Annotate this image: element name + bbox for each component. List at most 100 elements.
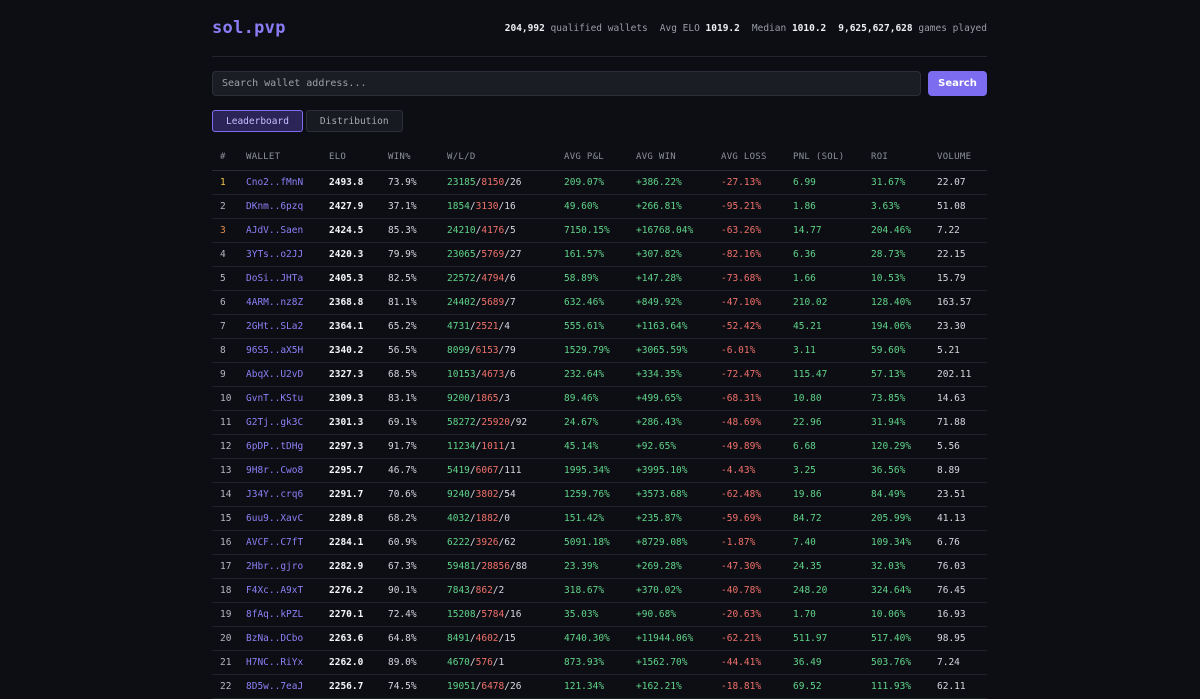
search-input[interactable] xyxy=(212,71,921,96)
table-row[interactable]: 1 Cno2..fMnN 2493.8 73.9% 23185/8150/26 209.0… xyxy=(212,170,987,195)
avg-win-cell: +90.68% xyxy=(636,602,721,627)
draws-value: 88 xyxy=(515,560,528,572)
column-header[interactable]: W/L/D xyxy=(447,144,564,171)
avg-win-cell: +849.92% xyxy=(636,290,721,315)
elo-cell: 2270.1 xyxy=(329,602,388,627)
win-rate-cell: 56.5% xyxy=(388,338,447,363)
table-row[interactable]: 9 AbqX..U2vD 2327.3 68.5% 10153/4673/6 232.64… xyxy=(212,362,987,387)
column-header[interactable]: WIN% xyxy=(388,144,447,171)
win-rate-cell: 68.5% xyxy=(388,362,447,387)
win-rate-cell: 82.5% xyxy=(388,266,447,291)
tab-distribution[interactable]: Distribution xyxy=(305,110,403,132)
wld-cell: 4731/2521/4 xyxy=(447,314,564,339)
roi-cell: 31.67% xyxy=(871,170,937,195)
table-row[interactable]: 10 GvnT..KStu 2309.3 83.1% 9200/1865/3 89.46%… xyxy=(212,386,987,411)
pnl-sol-cell: 1.66 xyxy=(793,266,871,291)
table-row[interactable]: 17 2Hbr..gjro 2282.9 67.3% 59481/28856/88 23.… xyxy=(212,554,987,579)
win-rate-cell: 83.1% xyxy=(388,386,447,411)
elo-cell: 2284.1 xyxy=(329,530,388,555)
losses-value: 1865 xyxy=(475,392,499,404)
table-row[interactable]: 11 G2Tj..gk3C 2301.3 69.1% 58272/25920/92 24.… xyxy=(212,410,987,435)
column-header[interactable]: AVG LOSS xyxy=(721,144,793,171)
column-header[interactable]: PNL (SOL) xyxy=(793,144,871,171)
avg-win-cell: +3573.68% xyxy=(636,482,721,507)
avg-win-cell: +1562.70% xyxy=(636,650,721,675)
column-header[interactable]: WALLET xyxy=(246,144,329,171)
wallet-link[interactable]: J34Y..crq6 xyxy=(246,482,329,507)
table-row[interactable]: 18 F4Xc..A9xT 2276.2 90.1% 7843/862/2 318.67%… xyxy=(212,578,987,603)
column-header[interactable]: AVG WIN xyxy=(636,144,721,171)
avg-pnl-cell: 318.67% xyxy=(564,578,636,603)
wallet-link[interactable]: AJdV..Saen xyxy=(246,218,329,243)
roi-cell: 3.63% xyxy=(871,194,937,219)
table-row[interactable]: 6 4ARM..nz8Z 2368.8 81.1% 24402/5689/7 632.46… xyxy=(212,290,987,315)
table-row[interactable]: 21 H7NC..RiYx 2262.0 89.0% 4670/576/1 873.93%… xyxy=(212,650,987,675)
table-row[interactable]: 20 BzNa..DCbo 2263.6 64.8% 8491/4602/15 4740.… xyxy=(212,626,987,651)
wld-cell: 11234/1011/1 xyxy=(447,434,564,459)
wallet-link[interactable]: 96S5..aX5H xyxy=(246,338,329,363)
wallet-link[interactable]: GvnT..KStu xyxy=(246,386,329,411)
wallet-link[interactable]: BzNa..DCbo xyxy=(246,626,329,651)
table-row[interactable]: 15 6uu9..XavC 2289.8 68.2% 4032/1882/0 151.42… xyxy=(212,506,987,531)
table-row[interactable]: 12 6pDP..tDHg 2297.3 91.7% 11234/1011/1 45.14… xyxy=(212,434,987,459)
wallet-link[interactable]: 4ARM..nz8Z xyxy=(246,290,329,315)
wallet-link[interactable]: AbqX..U2vD xyxy=(246,362,329,387)
draws-value: 26 xyxy=(509,176,522,188)
avg-pnl-cell: 232.64% xyxy=(564,362,636,387)
draws-value: 27 xyxy=(509,248,522,260)
avg-loss-cell: -62.21% xyxy=(721,626,793,651)
table-row[interactable]: 3 AJdV..Saen 2424.5 85.3% 24210/4176/5 7150.1… xyxy=(212,218,987,243)
wallet-link[interactable]: 8fAq..kPZL xyxy=(246,602,329,627)
search-button[interactable]: Search xyxy=(928,71,987,96)
table-row[interactable]: 8 96S5..aX5H 2340.2 56.5% 8099/6153/79 1529.7… xyxy=(212,338,987,363)
table-row[interactable]: 7 2GHt..SLa2 2364.1 65.2% 4731/2521/4 555.61%… xyxy=(212,314,987,339)
wallet-link[interactable]: 6pDP..tDHg xyxy=(246,434,329,459)
avg-win-cell: +286.43% xyxy=(636,410,721,435)
wallet-link[interactable]: H7NC..RiYx xyxy=(246,650,329,675)
avg-win-cell: +11944.06% xyxy=(636,626,721,651)
avg-pnl-cell: 555.61% xyxy=(564,314,636,339)
avg-loss-cell: -27.13% xyxy=(721,170,793,195)
column-header[interactable]: AVG P&L xyxy=(564,144,636,171)
table-row[interactable]: 22 8D5w..7eaJ 2256.7 74.5% 19051/6478/26 121.… xyxy=(212,674,987,699)
wallet-link[interactable]: DKnm..6pzq xyxy=(246,194,329,219)
table-row[interactable]: 19 8fAq..kPZL 2270.1 72.4% 15208/5784/16 35.0… xyxy=(212,602,987,627)
column-header[interactable]: ELO xyxy=(329,144,388,171)
wallet-link[interactable]: DoSi..JHTa xyxy=(246,266,329,291)
wallet-link[interactable]: 3YTs..o2JJ xyxy=(246,242,329,267)
table-row[interactable]: 16 AVCF..C7fT 2284.1 60.9% 6222/3926/62 5091.… xyxy=(212,530,987,555)
wallet-link[interactable]: 2Hbr..gjro xyxy=(246,554,329,579)
table-row[interactable]: 5 DoSi..JHTa 2405.3 82.5% 22572/4794/6 58.89%… xyxy=(212,266,987,291)
table-row[interactable]: 2 DKnm..6pzq 2427.9 37.1% 1854/3130/16 49.60%… xyxy=(212,194,987,219)
wallet-link[interactable]: 8D5w..7eaJ xyxy=(246,674,329,699)
losses-value: 8150 xyxy=(481,176,505,188)
logo[interactable]: sol.pvp xyxy=(212,18,286,38)
table-row[interactable]: 14 J34Y..crq6 2291.7 70.6% 9240/3802/54 1259.… xyxy=(212,482,987,507)
tab-leaderboard[interactable]: Leaderboard xyxy=(212,110,303,132)
pnl-sol-cell: 19.86 xyxy=(793,482,871,507)
column-header[interactable]: ROI xyxy=(871,144,937,171)
wins-value: 23185 xyxy=(447,176,476,188)
avg-pnl-cell: 1995.34% xyxy=(564,458,636,483)
roi-cell: 194.06% xyxy=(871,314,937,339)
wallet-link[interactable]: Cno2..fMnN xyxy=(246,170,329,195)
column-header[interactable]: VOLUME xyxy=(937,144,987,171)
elo-cell: 2256.7 xyxy=(329,674,388,699)
table-row[interactable]: 13 9H8r..Cwo8 2295.7 46.7% 5419/6067/111 1995… xyxy=(212,458,987,483)
table-row[interactable]: 4 3YTs..o2JJ 2420.3 79.9% 23065/5769/27 161.5… xyxy=(212,242,987,267)
wallet-link[interactable]: G2Tj..gk3C xyxy=(246,410,329,435)
roi-cell: 10.53% xyxy=(871,266,937,291)
roi-cell: 517.40% xyxy=(871,626,937,651)
column-header[interactable]: # xyxy=(212,144,246,171)
wallet-link[interactable]: AVCF..C7fT xyxy=(246,530,329,555)
wallet-link[interactable]: 2GHt..SLa2 xyxy=(246,314,329,339)
wins-value: 15208 xyxy=(447,608,476,620)
wallet-link[interactable]: 6uu9..XavC xyxy=(246,506,329,531)
draws-value: 79 xyxy=(504,344,516,356)
elo-cell: 2327.3 xyxy=(329,362,388,387)
avg-win-cell: +147.28% xyxy=(636,266,721,291)
wins-value: 7843 xyxy=(447,584,470,596)
wallet-link[interactable]: 9H8r..Cwo8 xyxy=(246,458,329,483)
wld-cell: 15208/5784/16 xyxy=(447,602,564,627)
wallet-link[interactable]: F4Xc..A9xT xyxy=(246,578,329,603)
